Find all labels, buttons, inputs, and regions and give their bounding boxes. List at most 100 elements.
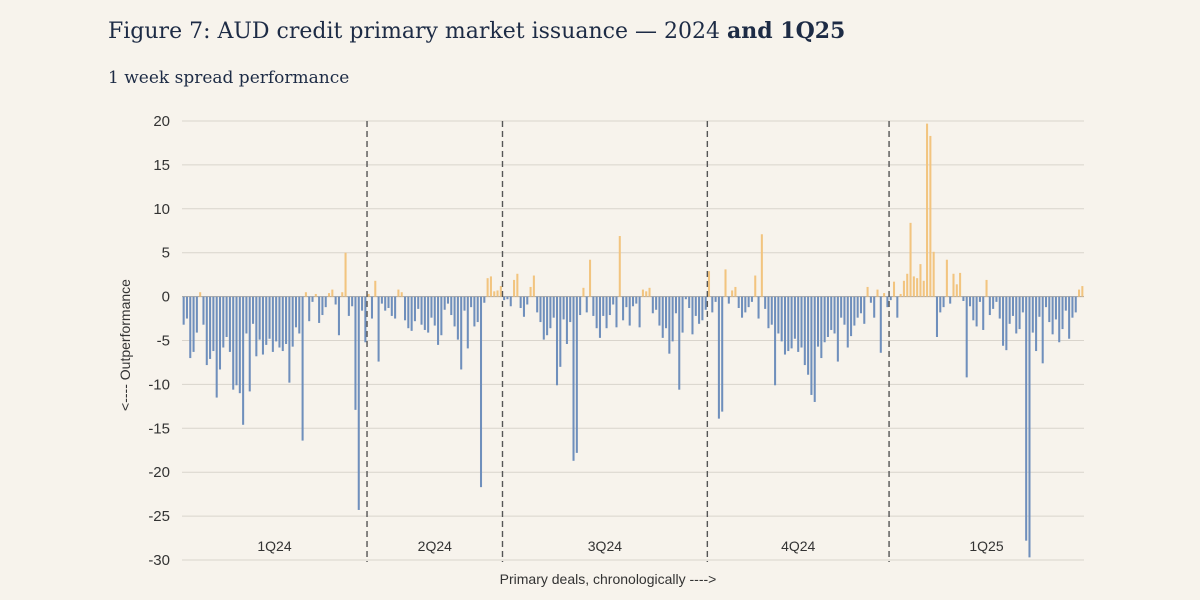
bar: [291, 296, 294, 347]
quarter-label: 2Q24: [418, 538, 452, 554]
quarter-label: 3Q24: [588, 538, 622, 554]
bar: [701, 296, 704, 321]
bar: [790, 296, 793, 349]
bar: [189, 296, 192, 359]
bar: [1002, 296, 1005, 346]
bar: [777, 296, 780, 334]
bar: [555, 296, 559, 386]
bar: [935, 296, 938, 337]
bar: [1061, 296, 1064, 330]
bar: [265, 296, 268, 345]
bar: [879, 296, 882, 353]
bar: [255, 296, 258, 357]
bar: [351, 296, 354, 307]
bar: [331, 289, 334, 297]
bar: [222, 296, 225, 348]
bar: [859, 296, 862, 314]
bar: [793, 296, 796, 339]
bar: [450, 296, 453, 316]
bar: [496, 290, 499, 297]
bar: [1064, 296, 1067, 311]
bar: [843, 296, 846, 325]
bar: [922, 280, 925, 297]
bar: [817, 296, 820, 347]
quarter-label: 1Q25: [969, 538, 1003, 554]
bar: [767, 296, 770, 329]
y-tick-label: 20: [153, 113, 170, 130]
bar: [261, 296, 264, 355]
bar: [400, 292, 403, 297]
bar: [869, 296, 872, 303]
bar: [318, 296, 321, 323]
bar: [499, 286, 502, 297]
bar: [453, 296, 456, 327]
bar: [830, 296, 833, 330]
bar: [1058, 296, 1061, 343]
bar: [615, 296, 618, 328]
bar: [337, 296, 340, 336]
bar: [466, 296, 469, 349]
bar: [268, 296, 271, 339]
bar: [750, 296, 753, 302]
bar: [853, 296, 856, 326]
bar: [225, 296, 228, 337]
bar: [962, 296, 965, 301]
bar: [585, 296, 588, 313]
bar: [182, 296, 185, 325]
bar: [717, 296, 720, 419]
bar: [856, 296, 859, 318]
bar: [876, 289, 879, 297]
bar: [929, 135, 932, 297]
bar: [308, 296, 311, 322]
bar: [1054, 296, 1057, 320]
bar: [631, 296, 635, 307]
bar: [707, 271, 711, 297]
x-axis-label: Primary deals, chronologically ---->: [500, 571, 717, 587]
bar: [420, 296, 423, 325]
bar: [552, 296, 555, 318]
y-tick-label: 5: [162, 245, 170, 262]
bar: [542, 296, 545, 340]
bar: [992, 296, 995, 309]
gridlines: [182, 120, 1084, 561]
bar: [1031, 296, 1034, 333]
bar: [1068, 296, 1071, 339]
bar: [678, 296, 681, 390]
bar: [546, 296, 549, 336]
bar: [294, 296, 298, 328]
bar: [361, 296, 364, 311]
bar: [622, 296, 625, 321]
bar: [367, 293, 370, 297]
bar: [228, 296, 231, 352]
bar: [341, 292, 344, 297]
bar: [397, 289, 400, 297]
bar: [311, 296, 314, 302]
bar: [218, 296, 222, 370]
bar: [674, 296, 677, 314]
bar: [760, 234, 763, 297]
y-tick-label: 15: [153, 157, 170, 174]
bar: [628, 296, 631, 326]
bar: [605, 296, 608, 329]
quarter-dividers: [366, 121, 890, 562]
bar: [503, 296, 506, 301]
bar: [764, 296, 767, 309]
bar: [592, 296, 595, 316]
bar: [823, 296, 826, 343]
bar: [559, 296, 562, 367]
bar: [298, 296, 301, 334]
bar: [479, 296, 483, 488]
quarter-labels: 1Q24 2Q24 3Q24 4Q24 1Q25: [257, 538, 1003, 554]
bar: [932, 251, 935, 297]
bar: [1081, 286, 1084, 297]
bar: [539, 296, 542, 323]
bar: [926, 123, 929, 297]
bar: [744, 296, 747, 313]
bar: [899, 293, 902, 297]
bar: [807, 296, 810, 375]
bar: [826, 296, 829, 337]
bar: [582, 287, 585, 297]
bar: [589, 259, 592, 297]
bar: [711, 296, 714, 313]
bar: [1018, 296, 1021, 330]
